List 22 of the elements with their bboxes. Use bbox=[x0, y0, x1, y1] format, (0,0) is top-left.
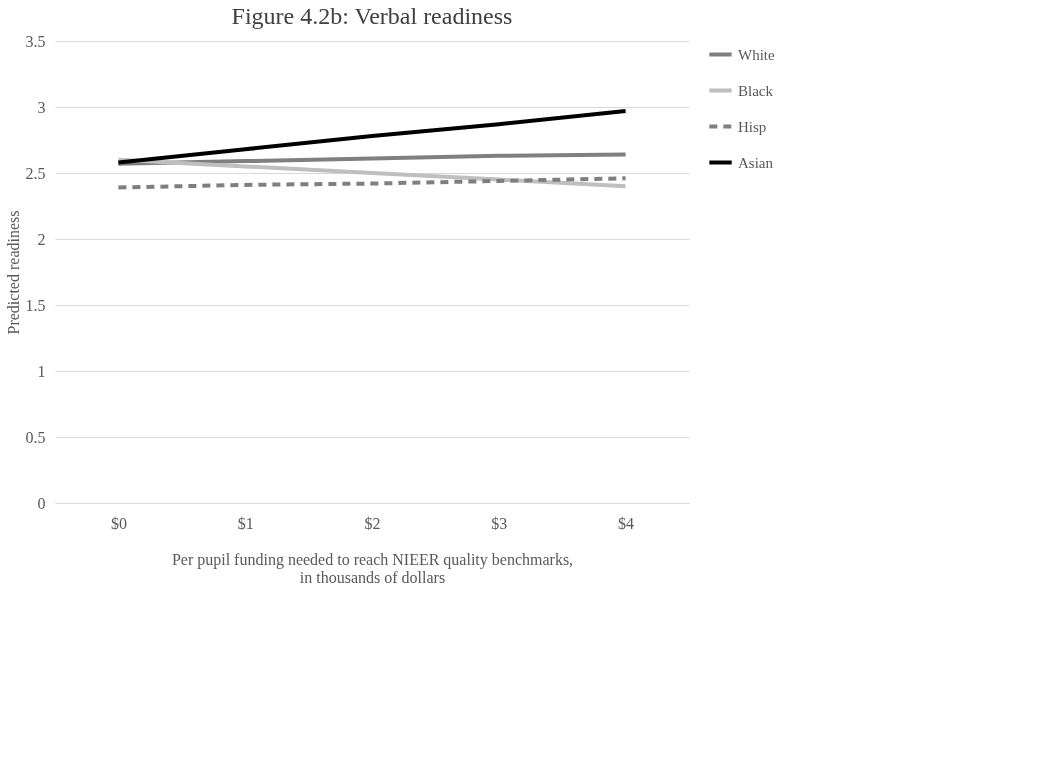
x-axis-title: Per pupil funding needed to reach NIEER quality benchmarks, in thousands of dollars bbox=[171, 550, 574, 586]
y-tick-label: 3 bbox=[37, 98, 46, 116]
x-tick-label: $4 bbox=[618, 514, 635, 532]
line-series bbox=[116, 176, 628, 190]
legend-label: Hisp bbox=[738, 118, 767, 135]
legend-label: White bbox=[738, 46, 775, 63]
y-tick-label: 1 bbox=[37, 362, 46, 380]
x-tick-label: $1 bbox=[237, 514, 254, 532]
x-tick-label: $0 bbox=[110, 514, 127, 532]
legend-label: Asian bbox=[738, 154, 774, 171]
y-tick-label: 2.5 bbox=[25, 164, 46, 182]
chart-title: Figure 4.2b: Verbal readiness bbox=[231, 3, 513, 29]
y-tick-label: 3.5 bbox=[25, 32, 46, 50]
x-tick-label: $3 bbox=[491, 514, 508, 532]
y-tick-label: 2 bbox=[37, 230, 46, 248]
y-tick-label: 0 bbox=[37, 494, 46, 512]
y-tick-label: 0.5 bbox=[25, 428, 46, 446]
line-series bbox=[116, 108, 628, 165]
x-tick-label: $2 bbox=[364, 514, 381, 532]
legend-label: Black bbox=[738, 82, 774, 99]
y-tick-label: 1.5 bbox=[25, 296, 46, 314]
y-axis-title: Predicted readiness bbox=[4, 210, 22, 335]
